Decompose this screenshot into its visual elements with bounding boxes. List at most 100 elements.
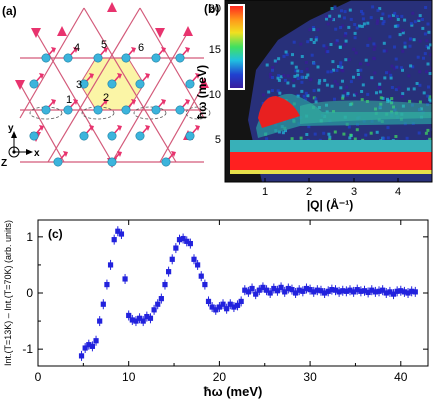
- speckle: [316, 28, 320, 32]
- speckle: [317, 88, 321, 92]
- data-point: [97, 318, 103, 324]
- map-frame: [224, 0, 433, 183]
- speckle: [397, 86, 401, 90]
- speckle: [406, 87, 410, 91]
- data-point: [86, 342, 92, 348]
- speckle: [427, 46, 430, 50]
- speckle: [426, 94, 430, 98]
- speckle: [426, 128, 430, 132]
- spin-arrowhead-icon: [73, 99, 78, 105]
- speckle: [370, 76, 374, 80]
- speckle: [330, 7, 334, 10]
- speckle: [418, 100, 422, 104]
- speckle: [292, 78, 296, 82]
- speckle: [352, 75, 355, 79]
- data-point: [205, 298, 212, 305]
- speckle: [369, 16, 373, 20]
- data-point: [234, 302, 241, 308]
- speckle: [300, 70, 304, 73]
- x-tick-label: 20: [213, 370, 227, 384]
- lattice-site: [79, 131, 89, 141]
- speckle: [333, 5, 337, 9]
- speckle: [372, 42, 376, 46]
- speckle: [360, 90, 364, 93]
- speckle: [279, 75, 283, 79]
- speckle: [400, 94, 404, 98]
- speckle: [361, 12, 365, 16]
- data-point: [180, 235, 186, 242]
- data-point: [278, 284, 284, 290]
- speckle: [271, 68, 274, 72]
- speckle: [409, 64, 413, 68]
- speckle: [283, 78, 287, 82]
- axis-label-y: y: [8, 123, 14, 134]
- speckle: [358, 24, 361, 28]
- data-point: [343, 288, 349, 294]
- data-point: [300, 288, 306, 294]
- speckle: [324, 46, 328, 50]
- speckle: [312, 62, 316, 65]
- data-point: [365, 289, 371, 296]
- axis-label-x: x: [34, 148, 40, 159]
- speckle: [270, 89, 274, 92]
- spin-arrowhead-icon: [171, 151, 176, 157]
- lattice-site: [29, 79, 39, 89]
- data-point: [238, 298, 244, 305]
- speckle: [371, 5, 375, 9]
- speckle: [339, 86, 343, 90]
- speckle: [290, 137, 294, 141]
- speckle: [421, 26, 425, 30]
- speckle: [427, 30, 431, 34]
- lattice-site: [53, 157, 63, 167]
- speckle: [265, 63, 269, 67]
- speckle: [355, 26, 359, 30]
- speckle: [427, 85, 430, 89]
- speckle: [304, 61, 308, 64]
- speckle: [379, 96, 383, 100]
- speckle: [425, 70, 428, 74]
- data-point: [245, 289, 252, 295]
- speckle: [322, 44, 326, 48]
- site-label-1: 1: [66, 94, 72, 106]
- speckle: [307, 125, 311, 129]
- speckle: [325, 83, 329, 87]
- x-tick-label: 10: [122, 370, 136, 384]
- speckle: [378, 82, 382, 86]
- lattice-site: [41, 105, 51, 115]
- speckle: [296, 77, 300, 80]
- speckle: [332, 68, 335, 72]
- speckle: [330, 17, 334, 21]
- map-ytick-15: 15: [209, 44, 221, 56]
- spin-arrowhead-icon: [131, 99, 136, 105]
- data-point: [104, 281, 110, 288]
- speckle: [276, 89, 280, 93]
- speckle: [304, 75, 308, 79]
- speckle: [399, 66, 403, 70]
- data-point: [376, 288, 382, 294]
- speckle: [352, 93, 356, 97]
- spin-arrowhead-icon: [51, 47, 56, 53]
- speckle: [383, 76, 387, 80]
- speckle: [412, 87, 416, 91]
- speckle: [277, 78, 281, 82]
- speckle: [278, 91, 282, 95]
- spin-arrowhead-icon: [145, 125, 150, 131]
- data-point: [409, 288, 415, 294]
- speckle: [339, 26, 343, 29]
- speckle: [300, 75, 304, 79]
- spin-arrow-icon: [199, 78, 209, 88]
- data-point: [89, 343, 96, 349]
- speckle: [382, 49, 386, 53]
- speckle: [375, 130, 379, 134]
- panel-a: (a) 4 5 6 3 1 2: [1, 2, 211, 169]
- coordinate-axes: y Z x: [1, 123, 40, 169]
- speckle: [339, 61, 343, 65]
- speckle: [317, 81, 321, 85]
- speckle: [271, 66, 275, 69]
- data-point: [401, 289, 408, 295]
- speckle: [353, 23, 357, 26]
- speckle: [372, 47, 376, 51]
- speckle: [296, 69, 300, 73]
- lattice-site: [151, 105, 161, 115]
- y-tick-label: 0: [26, 286, 33, 300]
